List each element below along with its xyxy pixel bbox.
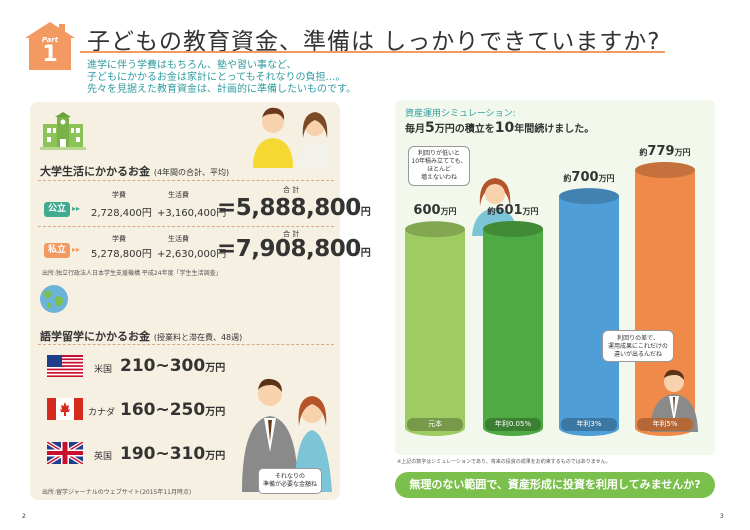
- page-header: Part 1 子どもの教育資金、準備は しっかりできていますか? 進学に伴う学費…: [0, 0, 750, 100]
- private-living: +2,630,000円: [157, 249, 227, 260]
- bar-value-label: 600万円: [413, 203, 457, 219]
- university-cost-title: 大学生活にかかるお金 (4年間の合計、平均): [40, 165, 230, 178]
- living-header: 生活費: [168, 235, 189, 243]
- bar-top: [559, 188, 619, 205]
- bar-top: [405, 221, 465, 238]
- bar-body: [405, 229, 465, 428]
- intro-text: 進学に伴う学費はもちろん、塾や習い事など、 子どもにかかるお金は家計にとってもそ…: [87, 60, 356, 96]
- speech-bubble-man: 利回りの差で、 運用成果にこれだけの 違いが出るんだね: [602, 330, 674, 362]
- university-cost-note: (4年間の合計、平均): [153, 168, 230, 177]
- bar-0: [405, 221, 465, 436]
- part-label: Part: [41, 36, 59, 44]
- intro-line: 先々を見据えた教育資金は、計画的に準備したいものです。: [87, 84, 356, 95]
- public-tuition: 2,728,400円: [91, 208, 152, 219]
- part-number: 1: [42, 42, 58, 67]
- private-total: =7,908,800円: [217, 236, 371, 262]
- students-illustration: [253, 107, 333, 168]
- arrow-icon: ▸▸: [72, 204, 81, 213]
- speech-bubble-woman: 利回りが低いと 10年積み立てても、 ほとんど 増えないわね: [408, 146, 470, 186]
- tuition-header: 学費: [112, 191, 126, 199]
- intro-line: 進学に伴う学費はもちろん、塾や習い事など、: [87, 60, 297, 71]
- public-total: =5,888,800円: [217, 195, 371, 221]
- uk-flag-icon: [47, 442, 83, 464]
- bar-category-label: 年利5%: [637, 418, 693, 431]
- simulation-title: 資産運用シミュレーション:: [405, 109, 516, 119]
- part-badge: Part 1: [25, 22, 75, 70]
- divider: [38, 226, 334, 227]
- page-number-left: 2: [22, 513, 26, 520]
- total-header: 合 計: [283, 230, 300, 238]
- study-abroad-source: 出所:留学ジャーナルのウェブサイト(2015年11月時点): [42, 489, 192, 496]
- cta-banner: 無理のない範囲で、資産形成に投資を利用してみませんか?: [395, 472, 715, 498]
- bar-value-label: 約779万円: [639, 144, 691, 159]
- cost-range: 190~310万円: [120, 444, 226, 464]
- cost-range: 160~250万円: [120, 400, 226, 420]
- public-living: +3,160,400円: [157, 208, 227, 219]
- bar-1: [483, 220, 543, 436]
- cost-range: 210~300万円: [120, 356, 226, 376]
- bar-value-label: 約601万円: [487, 202, 539, 218]
- divider: [38, 344, 334, 345]
- country-name: 英国: [94, 452, 113, 462]
- bar-body: [559, 196, 619, 428]
- bar-body: [483, 228, 543, 428]
- private-tag: 私立: [44, 243, 70, 258]
- simulation-subtitle: 毎月5万円の積立を10年間続けました。: [405, 120, 595, 136]
- bar-category-label: 元本: [407, 418, 463, 431]
- page-number-right: 3: [720, 513, 724, 520]
- school-building-icon: [40, 112, 86, 150]
- bar-2: [559, 188, 619, 436]
- speech-bubble: それなりの 準備が必要な金額ね: [258, 468, 322, 494]
- total-header: 合 計: [283, 186, 300, 194]
- intro-line: 子どもにかかるお金は家計にとってもそれなりの負担…。: [87, 72, 346, 83]
- bar-value-label: 約700万円: [563, 170, 615, 186]
- bar-category-label: 年利3%: [561, 418, 617, 431]
- canada-flag-icon: [47, 398, 83, 420]
- private-tuition: 5,278,800円: [91, 249, 152, 260]
- public-tag: 公立: [44, 202, 70, 217]
- bar-top: [483, 220, 543, 237]
- parents-illustration: [242, 378, 332, 492]
- university-source: 出所:独立行政法人日本学生支援機構 平成24年度「学生生活調査」: [42, 270, 222, 277]
- arrow-icon: ▸▸: [72, 245, 81, 254]
- bar-top: [635, 162, 695, 178]
- study-abroad-title: 語学留学にかかるお金 (授業料と滞在費、48週): [40, 330, 243, 343]
- simulation-footnote: ※上記の数字はシミュレーションであり、将来の投資の成果をお約束するものではありま…: [397, 459, 611, 465]
- country-name: 米国: [94, 365, 113, 375]
- title-underline: [80, 51, 665, 53]
- page-title: 子どもの教育資金、準備は しっかりできていますか?: [87, 29, 661, 55]
- tuition-header: 学費: [112, 235, 126, 243]
- divider: [38, 180, 334, 181]
- living-header: 生活費: [168, 191, 189, 199]
- bar-category-label: 年利0.05%: [485, 418, 541, 431]
- globe-icon: [40, 285, 68, 313]
- country-name: カナダ: [88, 408, 116, 418]
- us-flag-icon: [47, 355, 83, 377]
- study-abroad-note: (授業料と滞在費、48週): [153, 333, 243, 342]
